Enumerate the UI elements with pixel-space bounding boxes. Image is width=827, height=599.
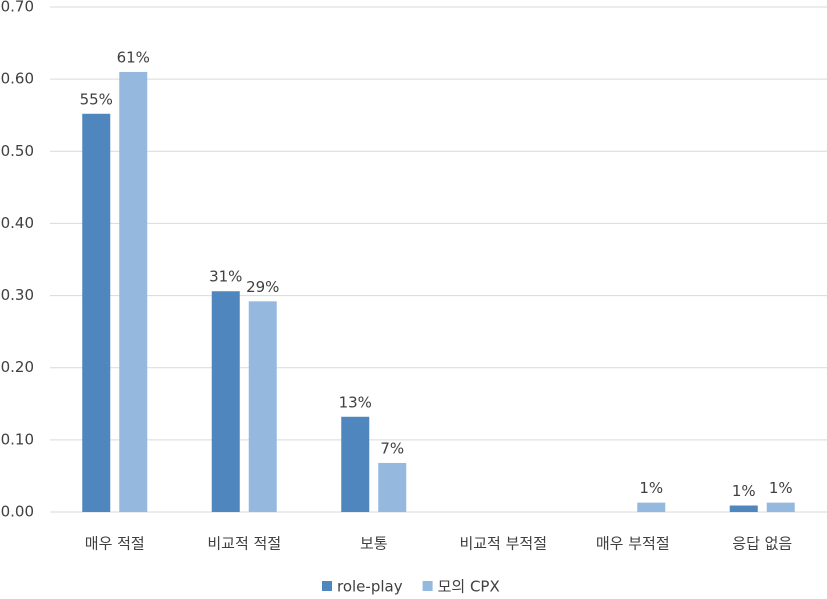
- data-label: 55%: [80, 90, 113, 108]
- y-tick-label: 0.00: [1, 503, 34, 521]
- legend-label: 모의 CPX: [438, 578, 500, 596]
- bar: [729, 505, 758, 512]
- bar: [211, 291, 240, 512]
- data-label: 1%: [769, 479, 793, 497]
- legend-label: role-play: [337, 578, 403, 596]
- y-tick-label: 0.10: [1, 430, 34, 448]
- y-tick-label: 0.20: [1, 358, 34, 376]
- y-tick-label: 0.60: [1, 70, 34, 88]
- x-tick-label: 매우 부적절: [596, 535, 670, 553]
- data-label: 7%: [380, 439, 404, 457]
- bar: [637, 502, 666, 512]
- bar: [766, 502, 795, 512]
- y-tick-label: 0.70: [1, 0, 34, 16]
- y-tick-label: 0.50: [1, 142, 34, 160]
- legend-swatch: [422, 581, 433, 591]
- x-tick-label: 비교적 적절: [207, 535, 281, 553]
- y-tick-label: 0.30: [1, 286, 34, 304]
- data-label: 61%: [117, 48, 150, 66]
- x-tick-label: 매우 적절: [85, 535, 145, 553]
- x-tick-label: 보통: [360, 535, 388, 553]
- data-label: 29%: [246, 278, 279, 296]
- bar: [82, 113, 111, 513]
- bar: [248, 301, 277, 512]
- y-tick-label: 0.40: [1, 214, 34, 232]
- data-label: 1%: [639, 479, 663, 497]
- data-label: 31%: [209, 268, 242, 286]
- x-tick-label: 비교적 부적절: [459, 535, 547, 553]
- legend-swatch: [322, 581, 332, 591]
- bar: [119, 71, 148, 512]
- bar: [378, 462, 407, 512]
- x-tick-label: 응답 없음: [732, 535, 792, 553]
- data-label: 13%: [339, 393, 372, 411]
- bar: [341, 416, 370, 512]
- data-label: 1%: [732, 482, 756, 500]
